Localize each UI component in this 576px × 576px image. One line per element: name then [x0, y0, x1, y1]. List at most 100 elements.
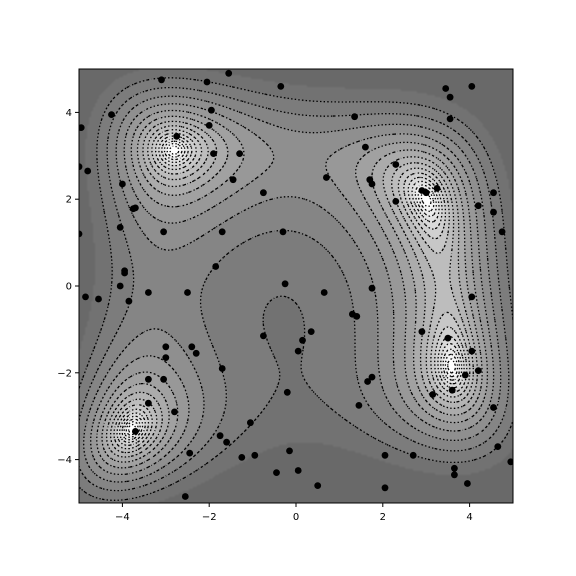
- scatter-point: [429, 391, 437, 398]
- scatter-point: [368, 373, 376, 381]
- scatter-point: [119, 180, 126, 188]
- contour-line: [125, 142, 459, 436]
- scatter-point: [260, 332, 267, 340]
- scatter-point: [238, 454, 246, 461]
- scatter-point: [418, 187, 426, 194]
- scatter-point: [162, 343, 170, 351]
- scatter-point: [353, 313, 361, 320]
- scatter-point: [451, 464, 458, 472]
- scatter-point: [181, 493, 189, 500]
- scatter-point: [364, 378, 371, 385]
- scatter-point: [444, 334, 452, 342]
- scatter-point: [294, 347, 302, 355]
- contour-line: [90, 103, 495, 476]
- y-tick-label: −4: [57, 455, 72, 466]
- scatter-point: [464, 480, 471, 487]
- scatter-point: [468, 83, 476, 90]
- scatter-point: [323, 174, 330, 181]
- scatter-point: [494, 443, 502, 450]
- scatter-point: [160, 228, 168, 236]
- scatter-point: [433, 185, 441, 192]
- x-tick-label: 4: [466, 512, 472, 523]
- scatter-point: [448, 386, 456, 394]
- scatter-point: [205, 122, 213, 129]
- scatter-point: [116, 282, 124, 290]
- contour-fill: [79, 69, 513, 503]
- scatter-point: [273, 469, 280, 476]
- scatter-point: [355, 402, 363, 409]
- contour-line: [109, 125, 474, 454]
- scatter-point: [79, 124, 85, 131]
- scatter-point: [95, 295, 102, 303]
- contour-line: [121, 138, 463, 441]
- scatter-point: [210, 150, 217, 158]
- scatter-point: [192, 349, 200, 357]
- x-tick-label: −4: [115, 512, 130, 523]
- scatter-point: [307, 328, 315, 335]
- scatter-point: [277, 83, 285, 90]
- scatter-point: [468, 293, 476, 301]
- scatter-points: [79, 69, 513, 500]
- y-tick-label: 2: [66, 195, 72, 206]
- scatter-point: [203, 78, 211, 86]
- scatter-point: [294, 467, 302, 474]
- scatter-point: [225, 69, 233, 77]
- scatter-point: [162, 354, 170, 361]
- y-tick-label: −2: [57, 368, 72, 379]
- scatter-point: [121, 269, 128, 277]
- scatter-point: [490, 208, 497, 216]
- scatter-point: [368, 284, 376, 292]
- scatter-point: [474, 202, 482, 210]
- scatter-point: [442, 85, 450, 92]
- scatter-point: [218, 365, 226, 372]
- scatter-point: [212, 263, 220, 270]
- contour-line: [116, 132, 468, 446]
- x-axis: −4 −2 0 2 4: [115, 503, 473, 523]
- scatter-point: [381, 484, 389, 492]
- scatter-point: [82, 293, 89, 301]
- scatter-point: [474, 367, 482, 374]
- x-tick-label: −2: [202, 512, 217, 523]
- scatter-point: [260, 189, 267, 197]
- scatter-point: [145, 289, 152, 296]
- scatter-point: [223, 438, 231, 446]
- plot-area: [79, 69, 513, 503]
- scatter-point: [498, 228, 506, 236]
- scatter-point: [279, 228, 287, 236]
- scatter-point: [299, 336, 306, 344]
- scatter-point: [490, 404, 497, 411]
- contour-line: [96, 109, 489, 469]
- scatter-point: [145, 399, 152, 407]
- y-tick-label: 4: [66, 108, 72, 119]
- x-tick-label: 0: [293, 512, 299, 523]
- scatter-point: [283, 388, 291, 396]
- contour-lines: [79, 77, 513, 501]
- scatter-point: [286, 447, 293, 455]
- scatter-point: [160, 375, 168, 383]
- scatter-point: [186, 449, 194, 457]
- scatter-point: [216, 432, 224, 440]
- scatter-point: [108, 111, 115, 118]
- scatter-point: [173, 132, 181, 140]
- contour-line: [113, 129, 471, 450]
- scatter-point: [314, 482, 322, 489]
- scatter-point: [158, 76, 165, 84]
- x-tick-label: 2: [380, 512, 386, 523]
- scatter-point: [125, 297, 133, 305]
- scatter-point: [188, 343, 196, 351]
- scatter-point: [218, 228, 226, 236]
- scatter-point: [418, 328, 426, 335]
- scatter-point: [79, 163, 83, 171]
- scatter-point: [507, 458, 513, 466]
- scatter-point: [251, 451, 259, 459]
- scatter-point: [145, 375, 152, 383]
- scatter-point: [362, 143, 369, 151]
- scatter-point: [490, 189, 497, 197]
- scatter-point: [446, 115, 454, 123]
- scatter-point: [468, 347, 476, 355]
- scatter-point: [208, 106, 215, 114]
- scatter-point: [236, 150, 244, 158]
- scatter-point: [229, 176, 237, 184]
- scatter-point: [446, 93, 454, 101]
